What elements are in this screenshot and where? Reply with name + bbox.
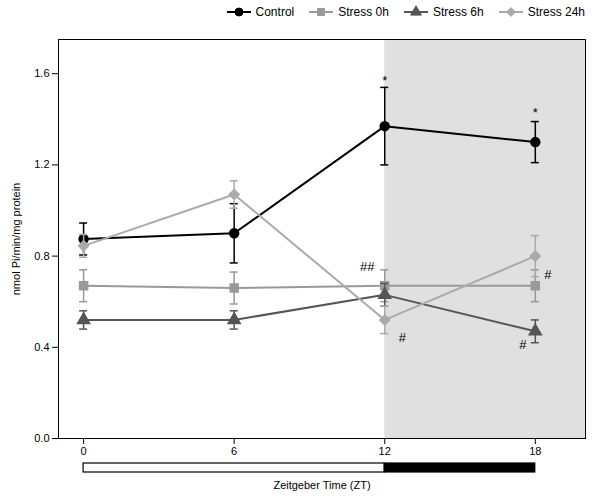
html-text:Stress 6h: Stress 6h: [432, 5, 484, 19]
html-text:Stress 24h: Stress 24h: [527, 5, 585, 19]
svg-text:18: 18: [529, 445, 541, 457]
svg-text:*: *: [533, 105, 538, 120]
svg-text:nmol Pi/min/mg protein: nmol Pi/min/mg protein: [10, 183, 22, 296]
svg-text:6: 6: [231, 445, 237, 457]
svg-text:##: ##: [360, 259, 375, 274]
svg-text:12: 12: [379, 445, 391, 457]
html-text:Stress 0h: Stress 0h: [338, 5, 389, 19]
svg-text:0.4: 0.4: [34, 341, 49, 353]
svg-text:1.6: 1.6: [34, 67, 49, 79]
svg-text:#: #: [544, 267, 552, 282]
svg-text:0.0: 0.0: [34, 432, 49, 444]
svg-text:0: 0: [81, 445, 87, 457]
svg-text:0.8: 0.8: [34, 250, 49, 262]
html-text:Control: Control: [255, 5, 295, 19]
svg-text:#: #: [399, 330, 407, 345]
svg-text:1.2: 1.2: [34, 158, 49, 170]
svg-text:#: #: [519, 337, 527, 352]
svg-text:Zeitgeber Time (ZT): Zeitgeber Time (ZT): [273, 479, 370, 491]
svg-text:*: *: [382, 73, 387, 88]
